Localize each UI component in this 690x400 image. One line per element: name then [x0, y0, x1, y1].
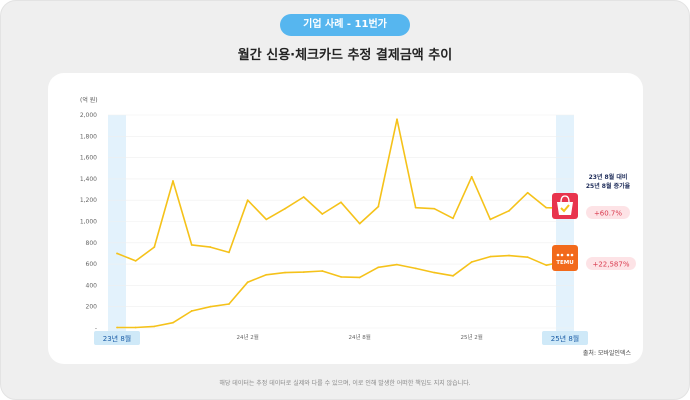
data-point-lower: [190, 310, 193, 312]
growth-value-2: +22,587%: [592, 261, 629, 269]
data-point-lower: [153, 325, 156, 328]
x-tick-label: 25년 8월: [551, 334, 579, 343]
data-point-upper: [358, 222, 361, 225]
growth-pill-1: [586, 206, 630, 219]
data-point-upper: [284, 207, 286, 210]
y-tick-label: 1,000: [80, 219, 97, 226]
temu-logo-icon: TEMU: [552, 245, 578, 271]
y-axis-label: (억 원): [80, 96, 98, 104]
data-point-lower: [526, 256, 529, 259]
data-point-lower: [209, 305, 212, 308]
data-point-lower: [302, 271, 305, 273]
y-tick-label: 2,000: [80, 112, 97, 119]
data-point-upper: [321, 213, 324, 215]
data-point-lower: [265, 273, 268, 276]
data-point-lower: [284, 271, 286, 274]
data-point-upper: [228, 251, 230, 254]
highlight-band: [556, 115, 574, 341]
y-tick-label: 1,800: [80, 133, 97, 140]
data-point-lower: [321, 270, 324, 272]
data-point-upper: [153, 246, 156, 248]
data-point-upper: [414, 206, 417, 209]
data-point-upper: [190, 244, 193, 246]
chart-card: - 200 400 600 800 1,000 1,200 1,400 1,600 1,800 2,…: [48, 73, 643, 364]
x-tick-label: 24년 2월: [236, 333, 258, 341]
data-point-lower: [116, 326, 118, 329]
data-point-lower: [340, 275, 342, 278]
series-line-upper: [116, 118, 566, 262]
data-point-upper: [377, 205, 380, 208]
growth-pill-2: [586, 257, 636, 270]
data-point-upper: [526, 191, 529, 194]
y-tick-label: -: [95, 325, 97, 332]
data-point-lower: [489, 255, 492, 258]
data-point-upper: [545, 206, 548, 209]
y-tick-label: 800: [86, 240, 98, 247]
data-point-upper: [209, 246, 212, 248]
data-point-lower: [172, 321, 174, 324]
data-point-lower: [246, 281, 249, 284]
data-point-upper: [489, 218, 492, 221]
data-point-lower: [433, 271, 436, 274]
y-tick-label: 1,400: [80, 176, 97, 183]
data-point-lower: [396, 263, 398, 266]
data-point-lower: [452, 274, 454, 277]
y-tick-label: 1,200: [80, 197, 97, 204]
data-point-upper: [452, 217, 454, 220]
data-point-upper: [302, 196, 305, 198]
highlight-band: [108, 115, 126, 341]
page-title: 월간 신용·체크카드 추정 결제금액 추이: [237, 48, 453, 63]
data-point-upper: [470, 175, 473, 178]
annotation-line-1: 23년 8월 대비: [589, 173, 628, 181]
case-badge: 기업 사례 - 11번가: [280, 14, 410, 36]
y-tick-label: 400: [86, 282, 98, 289]
data-point-upper: [433, 207, 436, 210]
data-point-upper: [340, 201, 342, 204]
data-point-lower: [358, 276, 361, 279]
series-line-lower: [117, 254, 566, 329]
shopping-bag-icon: [552, 193, 578, 219]
source-note: 출처: 모바일인덱스: [583, 349, 632, 357]
x-tick-label: 23년 8월: [103, 334, 131, 343]
growth-value-1: +60.7%: [594, 210, 622, 218]
data-point-lower: [377, 266, 380, 269]
data-point-lower: [134, 326, 137, 329]
data-point-lower: [508, 254, 510, 257]
data-point-upper: [265, 218, 268, 221]
data-point-lower: [228, 303, 230, 305]
x-tick-label: 24년 8월: [348, 333, 370, 341]
data-point-upper: [134, 260, 137, 262]
x-tick-box: [542, 331, 588, 345]
data-point-lower: [470, 261, 473, 263]
data-point-upper: [508, 209, 510, 212]
x-tick-label: 25년 2월: [460, 333, 482, 341]
chart: - 200 400 600 800 1,000 1,200 1,400 1,600 1,800 2,…: [80, 96, 636, 357]
data-point-upper: [116, 252, 118, 255]
data-point-upper: [246, 199, 249, 202]
annotation-line-2: 25년 8월 증가율: [586, 182, 631, 190]
temu-logo-text: TEMU: [556, 260, 573, 266]
data-point-upper: [396, 118, 398, 121]
x-tick-box: [94, 331, 140, 345]
y-tick-label: 200: [86, 304, 98, 311]
data-point-lower: [414, 267, 417, 270]
data-point-lower: [545, 264, 548, 267]
y-tick-label: 1,600: [80, 155, 97, 162]
y-tick-label: 600: [86, 261, 98, 268]
footnote: 해당 데이터는 추정 데이터로 실제와 다를 수 있으며, 이로 인해 발생한 …: [219, 380, 471, 387]
data-point-upper: [172, 180, 174, 182]
